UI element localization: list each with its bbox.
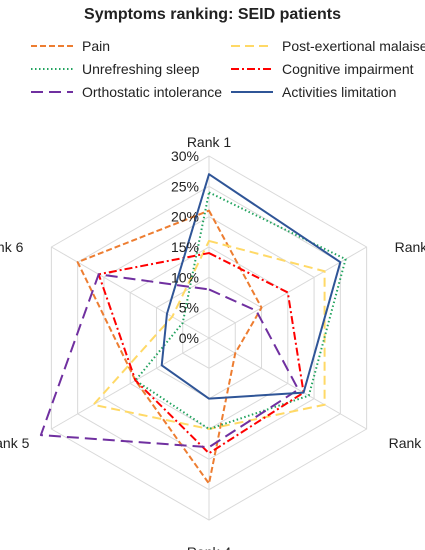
radial-tick-label: 25% xyxy=(171,178,199,194)
category-label: Rank 5 xyxy=(0,435,30,451)
legend-swatch xyxy=(31,45,73,47)
series-line-activities-limitation xyxy=(160,173,342,400)
legend-item: Unrefreshing sleep xyxy=(30,59,200,79)
legend-swatch xyxy=(231,91,273,93)
chart-title: Symptoms ranking: SEID patients xyxy=(84,6,341,23)
radial-tick-label: 20% xyxy=(171,209,199,225)
legend-item: Orthostatic intolerance xyxy=(30,82,222,102)
category-label: Rank 4 xyxy=(187,544,232,550)
legend-swatch xyxy=(31,91,73,93)
radial-tick-label: 10% xyxy=(171,269,199,285)
radial-tick-label: 15% xyxy=(171,239,199,255)
legend-label: Post-exertional malaise xyxy=(282,38,425,54)
radar-series xyxy=(39,173,347,485)
radial-tick-label: 30% xyxy=(171,148,199,164)
series-line-pain xyxy=(76,209,263,485)
category-label: Rank 1 xyxy=(187,134,232,150)
legend-label: Activities limitation xyxy=(282,84,397,100)
legend-item: Activities limitation xyxy=(230,82,396,102)
series-line-orthostatic-intolerance xyxy=(39,273,300,449)
legend-item: Post-exertional malaise xyxy=(230,36,425,56)
legend-item: Pain xyxy=(30,36,110,56)
radial-tick-labels: 0% 5% 10% 15% 20% 25% 30% xyxy=(171,148,199,346)
legend-swatch xyxy=(231,45,273,47)
series-line-unrefreshing-sleep xyxy=(134,191,347,430)
legend-label: Pain xyxy=(82,38,111,54)
legend-label: Orthostatic intolerance xyxy=(82,84,223,100)
category-labels: Rank 1 Rank 2 Rank 3 Rank 4 Rank 5 Rank 6 xyxy=(0,134,425,550)
legend-swatch xyxy=(31,68,73,70)
grid-spoke xyxy=(51,337,210,430)
category-label: Rank 6 xyxy=(0,239,24,255)
legend-swatch xyxy=(231,68,273,70)
legend-label: Unrefreshing sleep xyxy=(82,61,200,77)
radial-tick-label: 0% xyxy=(179,330,199,346)
radial-tick-label: 5% xyxy=(179,300,199,316)
legend-item: Cognitive impairment xyxy=(230,59,414,79)
category-label: Rank 3 xyxy=(389,435,425,451)
series-line-post-exertional-malaise xyxy=(92,239,326,430)
legend-label: Cognitive impairment xyxy=(282,61,414,77)
category-label: Rank 2 xyxy=(395,239,425,255)
